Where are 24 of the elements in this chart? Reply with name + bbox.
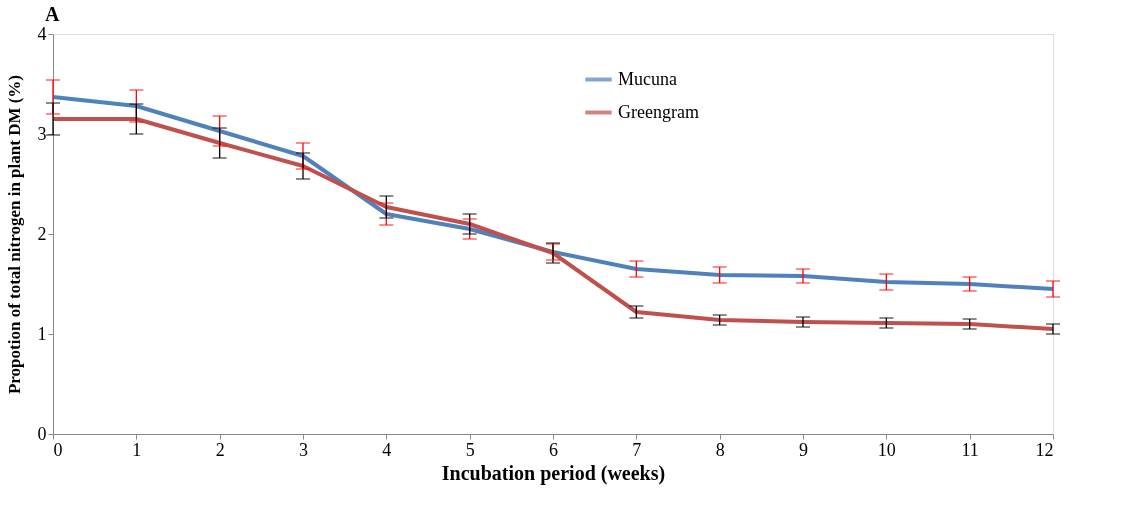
x-tick-label: 5 [465, 439, 475, 460]
x-tick-label: 0 [53, 439, 63, 460]
chart-title: A [45, 3, 60, 25]
x-tick-label: 11 [961, 439, 979, 460]
legend-label: Mucuna [618, 68, 677, 89]
x-tick-label: 3 [299, 439, 308, 460]
y-tick-label: 0 [37, 423, 47, 444]
x-axis-title: Incubation period (weeks) [441, 461, 666, 485]
line-series [51, 95, 1055, 291]
y-axis-title: Propotion of total nitrogen in plant DM (%) [4, 74, 24, 395]
x-tick-label: 10 [877, 439, 896, 460]
x-tick-label: 1 [132, 439, 142, 460]
x-tick-label: 12 [1035, 439, 1054, 460]
y-tick-label: 1 [37, 323, 47, 344]
x-tick-label: 4 [382, 439, 392, 460]
x-tick-label: 9 [799, 439, 808, 460]
y-tick-label: 3 [37, 123, 47, 144]
x-tick-label: 7 [632, 439, 642, 460]
x-tick-label: 2 [215, 439, 225, 460]
y-tick-label: 4 [37, 23, 47, 44]
y-tick-label: 2 [37, 223, 47, 244]
x-tick-label: 6 [549, 439, 558, 460]
x-tick-label: 8 [715, 439, 725, 460]
legend-label: Greengram [618, 101, 699, 122]
